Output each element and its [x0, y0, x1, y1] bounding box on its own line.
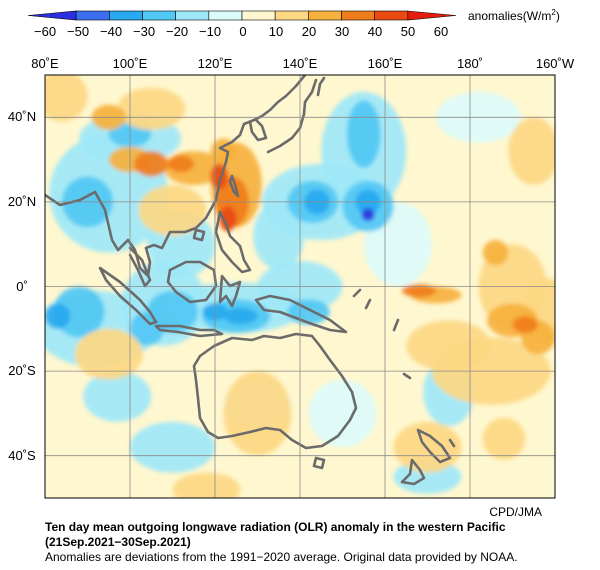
coast-australia: [192, 332, 358, 450]
colorbar-tick-label: 30: [334, 24, 350, 39]
coast-new-zealand: [400, 428, 452, 486]
colorbar-tick-label: 0: [239, 24, 247, 39]
coast-china-asia: [45, 75, 307, 278]
coast-malaysia: [128, 246, 152, 288]
colorbar-tick-label: −50: [67, 24, 90, 39]
coast-taiwan: [228, 174, 240, 198]
coast-tasmania: [312, 456, 326, 470]
colorbar-tick-label: 40: [367, 24, 383, 39]
colorbar-tick-label: −10: [199, 24, 222, 39]
lat-label: 20˚S: [8, 363, 36, 379]
coast-sulawesi: [218, 274, 242, 308]
coastlines: [45, 75, 456, 486]
colorbar-unit-label: anomalies(W/m2): [468, 8, 560, 23]
colorbar-tick-label: −20: [166, 24, 189, 39]
lat-label: 40˚N: [7, 109, 37, 125]
lat-label: 0˚: [16, 278, 28, 294]
colorbar-tick-label: −30: [133, 24, 156, 39]
lon-label: 140˚E: [282, 56, 318, 71]
colorbar-tick-label: −40: [100, 24, 123, 39]
colorbar-tick-label: −60: [34, 24, 57, 39]
lon-label: 180˚: [456, 56, 484, 71]
coast-new-guinea: [254, 294, 348, 334]
lon-label: 120˚E: [197, 56, 233, 71]
colorbar-swatch: [407, 10, 457, 21]
lon-label: 160˚E: [367, 56, 403, 71]
lon-label: 80˚E: [31, 56, 59, 71]
caption-note: Anomalies are deviations from the 1991−2…: [45, 550, 518, 564]
lon-label: 100˚E: [112, 56, 148, 71]
caption-title: Ten day mean outgoing longwave radiation…: [45, 520, 506, 534]
coast-java: [154, 324, 224, 338]
olr-anomaly-map: [44, 74, 556, 499]
colorbar-tick-label: 60: [433, 24, 449, 39]
colorbar-tick-label: 20: [301, 24, 317, 39]
coast-borneo: [166, 260, 218, 304]
lat-label: 20˚N: [7, 193, 37, 209]
anomaly-field: [45, 75, 555, 498]
lat-label: 40˚S: [8, 447, 36, 463]
colorbar-tick-label: 50: [400, 24, 416, 39]
coast-islands: [352, 288, 456, 448]
colorbar: anomalies(W/m2) −60 −50 −40 −30 −20 −10 0 10 20 3…: [0, 0, 600, 50]
coast-korea: [248, 118, 268, 142]
map-border: [44, 74, 556, 499]
coast-philippines: [214, 210, 252, 274]
colorbar-tick-label: 10: [268, 24, 284, 39]
colorbar-scale: [27, 10, 457, 21]
coast-japan: [266, 76, 326, 154]
coast-hainan: [192, 228, 206, 242]
credit-label: CPD/JMA: [489, 505, 542, 519]
lon-label: 160˚W: [535, 56, 575, 71]
caption-period: (21Sep.2021−30Sep.2021): [45, 535, 191, 549]
